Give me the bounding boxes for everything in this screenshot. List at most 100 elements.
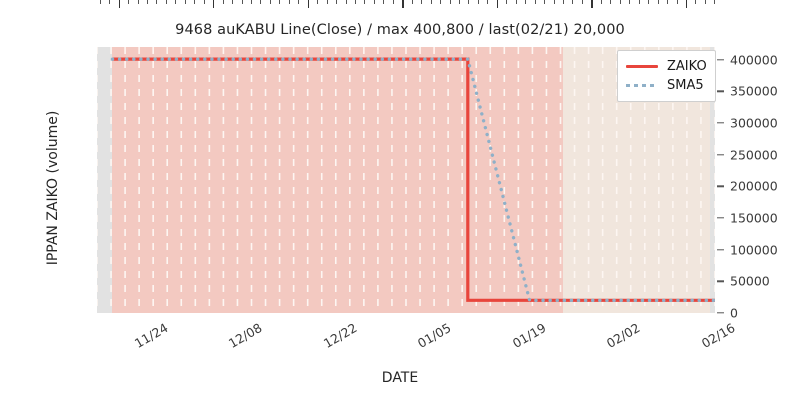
legend-line-icon-sma5 xyxy=(625,80,659,92)
x-major-tick xyxy=(685,0,688,8)
y-tick-mark xyxy=(717,185,724,188)
x-minor-tick xyxy=(430,0,432,4)
chart-legend[interactable]: ZAIKO SMA5 xyxy=(617,50,716,102)
x-tick-label: 11/24 xyxy=(131,320,171,352)
background-band-right-margin xyxy=(710,47,715,313)
series-layer xyxy=(97,47,715,313)
x-minor-tick xyxy=(99,0,101,4)
x-minor-tick xyxy=(288,0,290,4)
x-major-tick xyxy=(213,0,215,8)
y-tick-label: 200000 xyxy=(730,178,778,194)
x-major-tick xyxy=(307,0,310,8)
x-minor-tick xyxy=(515,0,517,4)
x-minor-tick xyxy=(544,0,546,4)
x-minor-tick xyxy=(251,0,252,4)
y-tick-mark xyxy=(717,312,724,314)
y-tick-mark xyxy=(717,122,724,124)
x-minor-tick xyxy=(667,0,669,4)
x-minor-tick xyxy=(657,0,659,4)
x-minor-tick xyxy=(194,0,196,4)
y-tick-label: 50000 xyxy=(730,273,770,289)
y-tick-mark xyxy=(717,217,724,219)
x-major-tick xyxy=(591,0,593,8)
x-minor-tick xyxy=(137,0,139,4)
x-major-tick xyxy=(496,0,499,8)
y-tick-mark xyxy=(717,58,724,61)
x-minor-tick xyxy=(326,0,328,4)
y-axis-label: IPPAN ZAIKO (volume) xyxy=(45,110,61,266)
x-major-tick xyxy=(118,0,120,8)
x-minor-tick xyxy=(714,0,716,4)
x-minor-tick xyxy=(269,0,271,4)
x-minor-tick xyxy=(704,0,706,4)
x-minor-tick xyxy=(336,0,338,4)
x-minor-tick xyxy=(317,0,319,4)
x-minor-tick xyxy=(648,0,650,4)
x-minor-tick xyxy=(109,0,111,4)
x-minor-tick xyxy=(676,0,678,4)
x-minor-tick xyxy=(165,0,167,4)
x-minor-tick xyxy=(534,0,536,4)
x-minor-tick xyxy=(345,0,347,4)
x-major-tick xyxy=(402,0,404,8)
legend-item-sma5[interactable]: SMA5 xyxy=(625,76,707,95)
x-minor-tick xyxy=(553,0,555,4)
x-tick-label: 02/16 xyxy=(698,320,738,352)
x-tick-label: 01/05 xyxy=(415,320,454,352)
x-minor-tick xyxy=(279,0,281,4)
x-minor-tick xyxy=(298,0,300,4)
x-minor-tick xyxy=(411,0,413,4)
x-minor-tick xyxy=(459,0,461,4)
x-minor-tick xyxy=(610,0,612,4)
legend-label-sma5: SMA5 xyxy=(667,78,704,93)
x-minor-tick xyxy=(241,0,243,4)
x-minor-tick xyxy=(156,0,158,4)
legend-line-icon-zaiko xyxy=(625,61,659,73)
x-minor-tick xyxy=(260,0,262,4)
x-minor-tick xyxy=(695,0,697,4)
y-tick-label: 0 xyxy=(730,305,738,321)
x-minor-tick xyxy=(506,0,508,4)
y-tick-mark xyxy=(717,153,724,156)
x-minor-tick xyxy=(364,0,366,4)
legend-label-zaiko: ZAIKO xyxy=(667,59,707,74)
x-minor-tick xyxy=(563,0,565,4)
x-minor-tick xyxy=(572,0,574,4)
x-minor-tick xyxy=(355,0,356,4)
background-band-highlight xyxy=(112,47,563,313)
x-minor-tick xyxy=(449,0,451,4)
x-axis-label: DATE xyxy=(381,370,419,386)
y-tick-mark xyxy=(717,280,724,283)
x-minor-tick xyxy=(203,0,205,4)
y-tick-label: 350000 xyxy=(730,83,778,99)
x-minor-tick xyxy=(629,0,631,4)
x-minor-tick xyxy=(175,0,177,4)
x-axis-spine xyxy=(97,313,715,314)
y-tick-label: 100000 xyxy=(730,242,778,258)
x-minor-tick xyxy=(477,0,479,4)
x-minor-tick xyxy=(600,0,602,4)
x-minor-tick xyxy=(487,0,489,4)
x-minor-tick xyxy=(184,0,186,4)
x-tick-label: 02/02 xyxy=(604,320,643,352)
y-tick-label: 300000 xyxy=(730,115,778,131)
x-minor-tick xyxy=(383,0,385,4)
x-tick-label: 01/19 xyxy=(509,320,549,352)
background-band-left-margin xyxy=(97,47,112,313)
y-tick-label: 150000 xyxy=(730,210,778,226)
chart-title: 9468 auKABU Line(Close) / max 400,800 / … xyxy=(175,22,625,38)
x-minor-tick xyxy=(147,0,148,4)
y-tick-label: 250000 xyxy=(730,147,778,163)
x-minor-tick xyxy=(421,0,423,4)
legend-item-zaiko[interactable]: ZAIKO xyxy=(625,57,707,76)
x-minor-tick xyxy=(232,0,234,4)
y-tick-label: 400000 xyxy=(730,52,778,68)
x-tick-label: 12/08 xyxy=(225,320,265,352)
x-tick-label: 12/22 xyxy=(320,320,360,352)
x-minor-tick xyxy=(638,0,640,4)
x-minor-tick xyxy=(373,0,375,4)
x-minor-tick xyxy=(619,0,621,4)
x-minor-tick xyxy=(222,0,224,4)
y-tick-mark xyxy=(717,90,724,93)
